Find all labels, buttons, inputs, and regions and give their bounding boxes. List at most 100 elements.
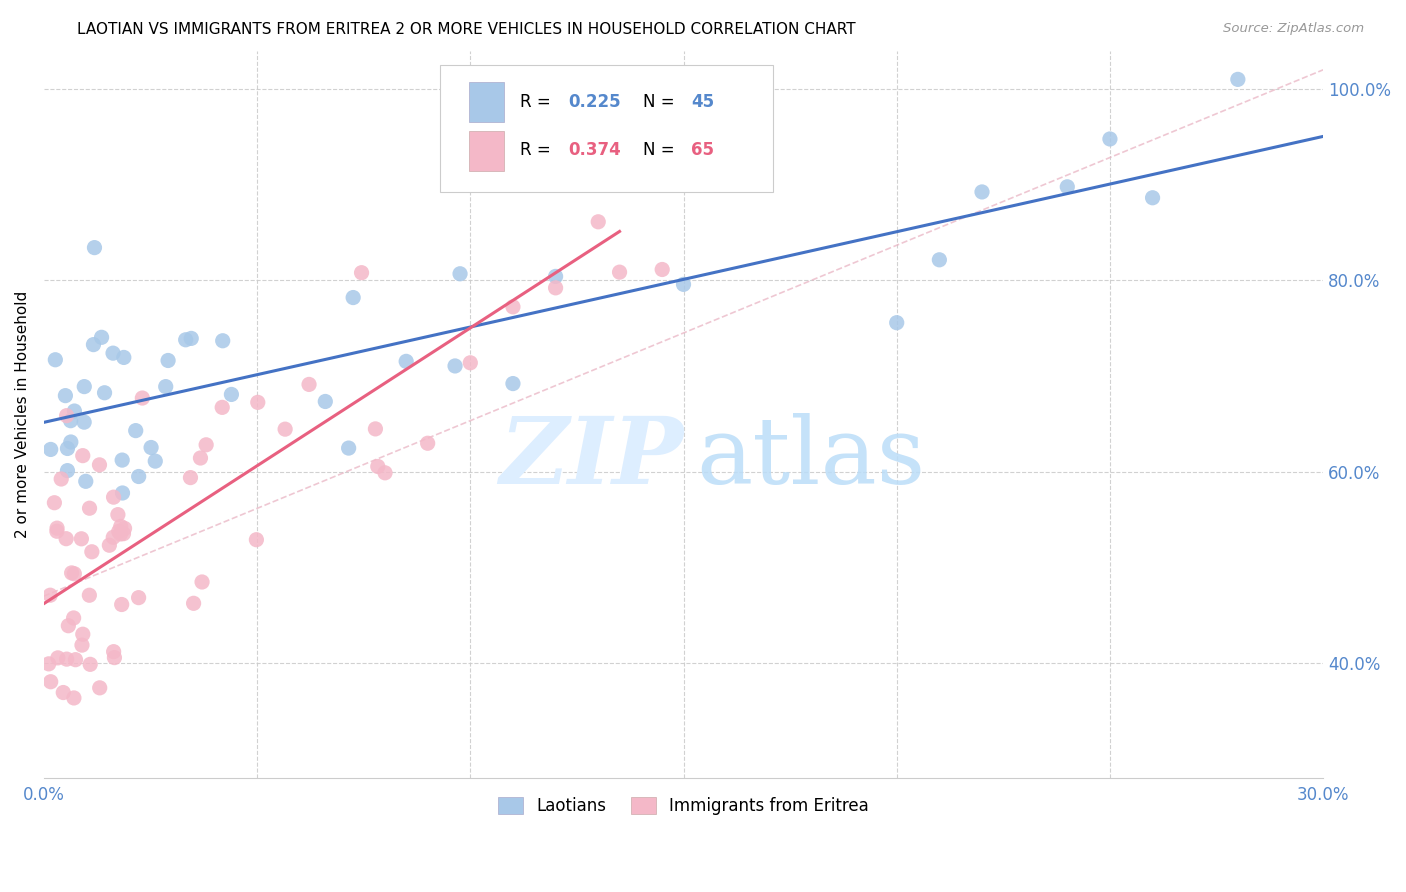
Point	[364, 422, 387, 436]
Point	[195, 438, 218, 452]
Point	[58, 618, 80, 632]
Point	[82, 337, 104, 351]
Point	[416, 436, 439, 450]
Point	[59, 414, 82, 428]
Point	[1142, 191, 1164, 205]
Point	[143, 454, 166, 468]
Point	[56, 464, 79, 478]
Point	[75, 475, 97, 489]
Text: N =: N =	[643, 93, 679, 111]
Point	[46, 651, 69, 665]
Point	[502, 300, 524, 314]
Point	[110, 527, 132, 541]
Point	[45, 524, 67, 539]
Point	[44, 496, 66, 510]
Text: ZIP: ZIP	[499, 413, 683, 503]
Point	[39, 588, 62, 602]
Point	[55, 389, 77, 403]
Point	[51, 472, 73, 486]
Point	[458, 356, 481, 370]
Point	[586, 215, 609, 229]
Point	[111, 486, 134, 500]
Point	[52, 685, 75, 699]
Point	[110, 519, 132, 533]
Point	[56, 442, 79, 456]
Point	[112, 351, 135, 365]
Point	[211, 401, 233, 415]
Point	[55, 409, 77, 423]
Point	[444, 359, 467, 373]
Point	[93, 385, 115, 400]
Y-axis label: 2 or more Vehicles in Household: 2 or more Vehicles in Household	[15, 291, 30, 538]
Point	[449, 267, 471, 281]
Point	[544, 269, 567, 284]
Point	[103, 530, 125, 544]
FancyBboxPatch shape	[440, 65, 773, 193]
Text: LAOTIAN VS IMMIGRANTS FROM ERITREA 2 OR MORE VEHICLES IN HOUSEHOLD CORRELATION C: LAOTIAN VS IMMIGRANTS FROM ERITREA 2 OR …	[77, 22, 856, 37]
Point	[245, 533, 267, 547]
Point	[63, 566, 86, 581]
Point	[191, 574, 214, 589]
Point	[80, 545, 103, 559]
Point	[672, 72, 695, 87]
Point	[83, 241, 105, 255]
Text: atlas: atlas	[696, 413, 925, 503]
Point	[651, 262, 673, 277]
Point	[73, 415, 96, 429]
Text: N =: N =	[643, 141, 679, 160]
Point	[63, 690, 86, 705]
Point	[89, 458, 111, 472]
Text: 0.225: 0.225	[568, 93, 621, 111]
Point	[112, 526, 135, 541]
Point	[59, 435, 82, 450]
Point	[350, 266, 373, 280]
Point	[73, 379, 96, 393]
Point	[298, 377, 321, 392]
Point	[179, 470, 201, 484]
Point	[630, 143, 652, 157]
Point	[79, 501, 101, 516]
Text: R =: R =	[520, 93, 555, 111]
Point	[39, 442, 62, 457]
Point	[72, 627, 94, 641]
Point	[970, 185, 993, 199]
Point	[65, 653, 87, 667]
Point	[174, 333, 197, 347]
Point	[101, 346, 124, 360]
Point	[314, 394, 336, 409]
Point	[128, 591, 150, 605]
Point	[103, 650, 125, 665]
Point	[72, 449, 94, 463]
Point	[246, 395, 269, 409]
Point	[672, 277, 695, 292]
Text: Source: ZipAtlas.com: Source: ZipAtlas.com	[1223, 22, 1364, 36]
Text: R =: R =	[520, 141, 555, 160]
Point	[928, 252, 950, 267]
Text: 65: 65	[692, 141, 714, 160]
Point	[157, 353, 180, 368]
Point	[39, 674, 62, 689]
Point	[155, 379, 177, 393]
Point	[1226, 72, 1249, 87]
Point	[89, 681, 111, 695]
Point	[1056, 179, 1078, 194]
Point	[62, 611, 84, 625]
Point	[374, 466, 396, 480]
Point	[38, 657, 60, 671]
Point	[886, 316, 908, 330]
Point	[395, 354, 418, 368]
Point	[609, 265, 631, 279]
Point	[60, 566, 83, 580]
Point	[90, 330, 112, 344]
Point	[337, 441, 360, 455]
Point	[190, 450, 212, 465]
Point	[46, 521, 69, 535]
Point	[111, 453, 134, 467]
Point	[79, 588, 101, 602]
Point	[79, 657, 101, 672]
Legend: Laotians, Immigrants from Eritrea: Laotians, Immigrants from Eritrea	[491, 790, 876, 822]
Text: 0.374: 0.374	[568, 141, 621, 160]
Point	[139, 441, 162, 455]
Point	[55, 652, 77, 666]
Point	[274, 422, 297, 436]
